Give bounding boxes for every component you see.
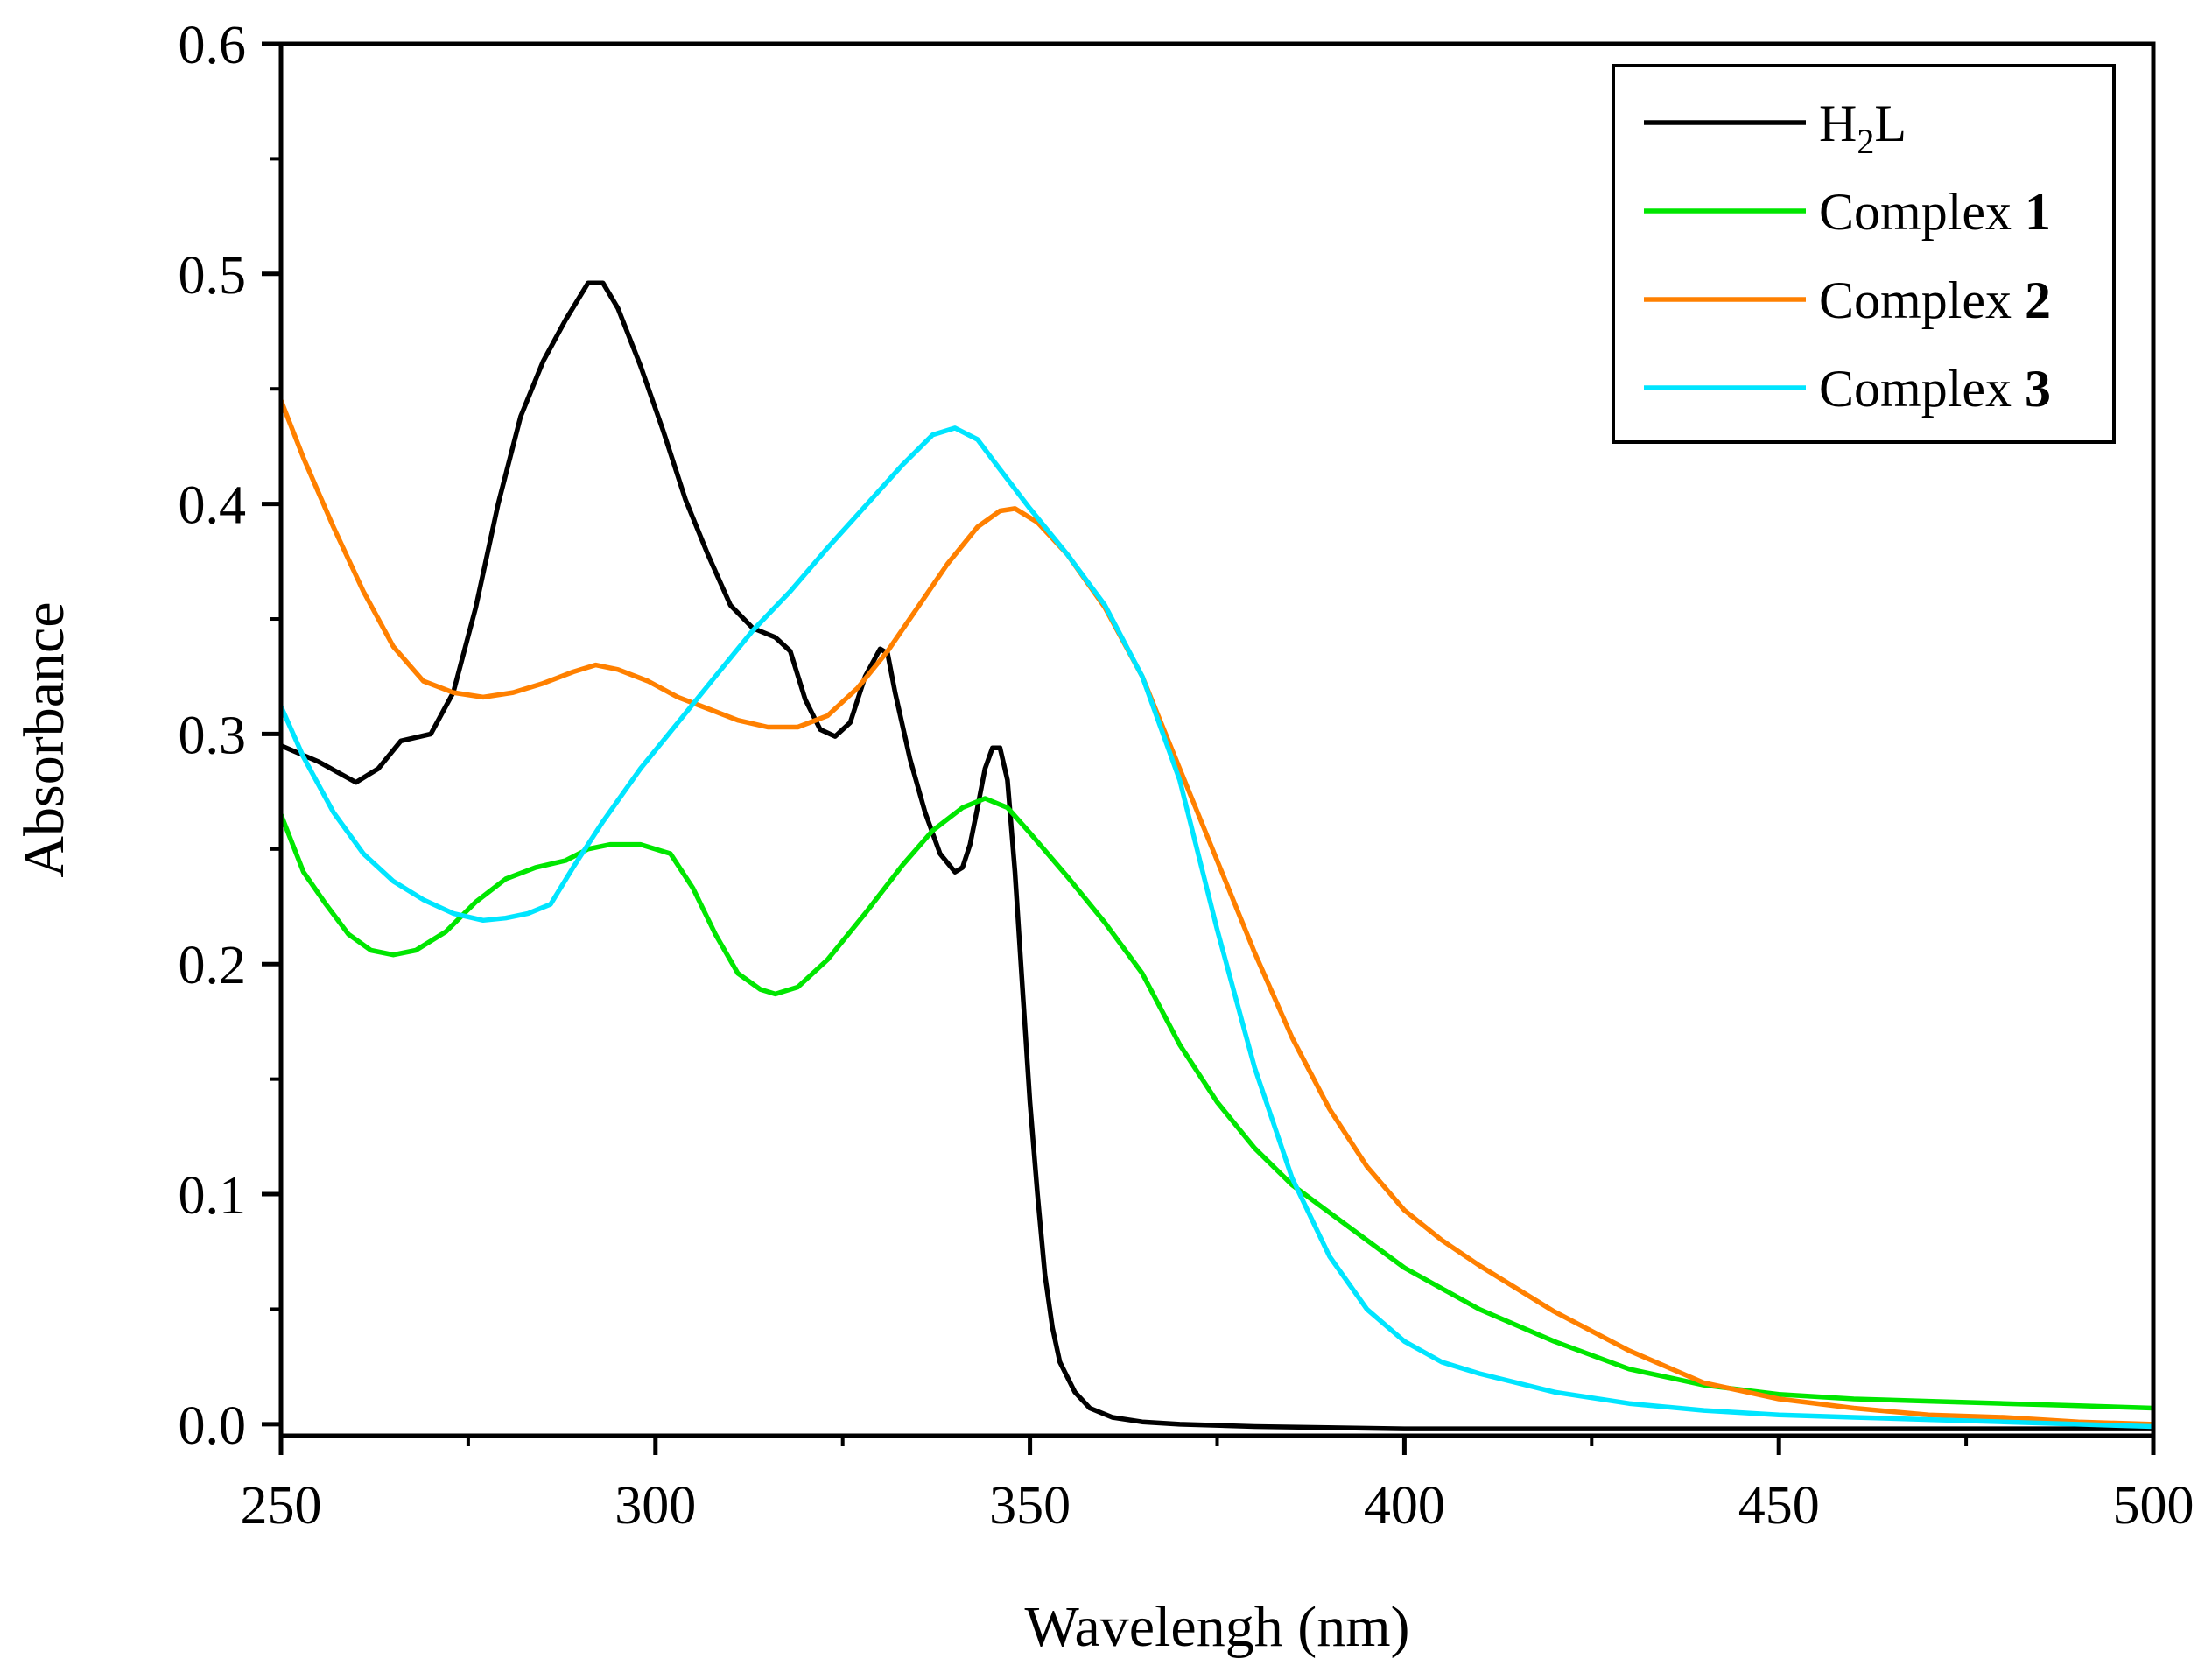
y-axis-title: Absorbance — [12, 601, 76, 877]
y-tick-label: 0.6 — [179, 16, 247, 75]
series-layer — [281, 280, 2153, 1431]
x-tick-label: 500 — [2113, 1476, 2194, 1536]
x-tick-label: 400 — [1364, 1476, 1445, 1536]
legend-label-3: Complex 2 — [1819, 271, 2051, 329]
y-tick-label: 0.5 — [179, 246, 247, 306]
x-tick-label: 250 — [241, 1476, 322, 1536]
y-tick-label: 0.4 — [179, 476, 247, 536]
axes-layer: 250 300 350 400 450 500 0.0 0.1 0.2 0.3 0.4 0.5 0.6 W… — [12, 16, 2194, 1659]
y-tick-label: 0.1 — [179, 1166, 247, 1226]
y-tick-label: 0.2 — [179, 936, 247, 995]
series-line-4 — [281, 425, 2153, 1430]
x-tick-label: 300 — [614, 1476, 696, 1536]
legend: H2L Complex 1 Complex 2 Complex 3 — [1612, 64, 2116, 444]
legend-label-4: Complex 3 — [1819, 360, 2051, 418]
y-tick-label: 0.3 — [179, 706, 247, 765]
y-tick-label: 0.0 — [179, 1396, 247, 1456]
x-tick-label: 350 — [989, 1476, 1071, 1536]
x-tick-label: 450 — [1738, 1476, 1820, 1536]
series-line-3 — [281, 397, 2153, 1427]
legend-box — [1612, 64, 2116, 444]
legend-label-1: H2L — [1819, 95, 1907, 161]
legend-label-2: Complex 1 — [1819, 183, 2051, 241]
x-axis-title: Wavelengh (nm) — [1024, 1595, 1409, 1659]
series-line-2 — [281, 796, 2153, 1411]
